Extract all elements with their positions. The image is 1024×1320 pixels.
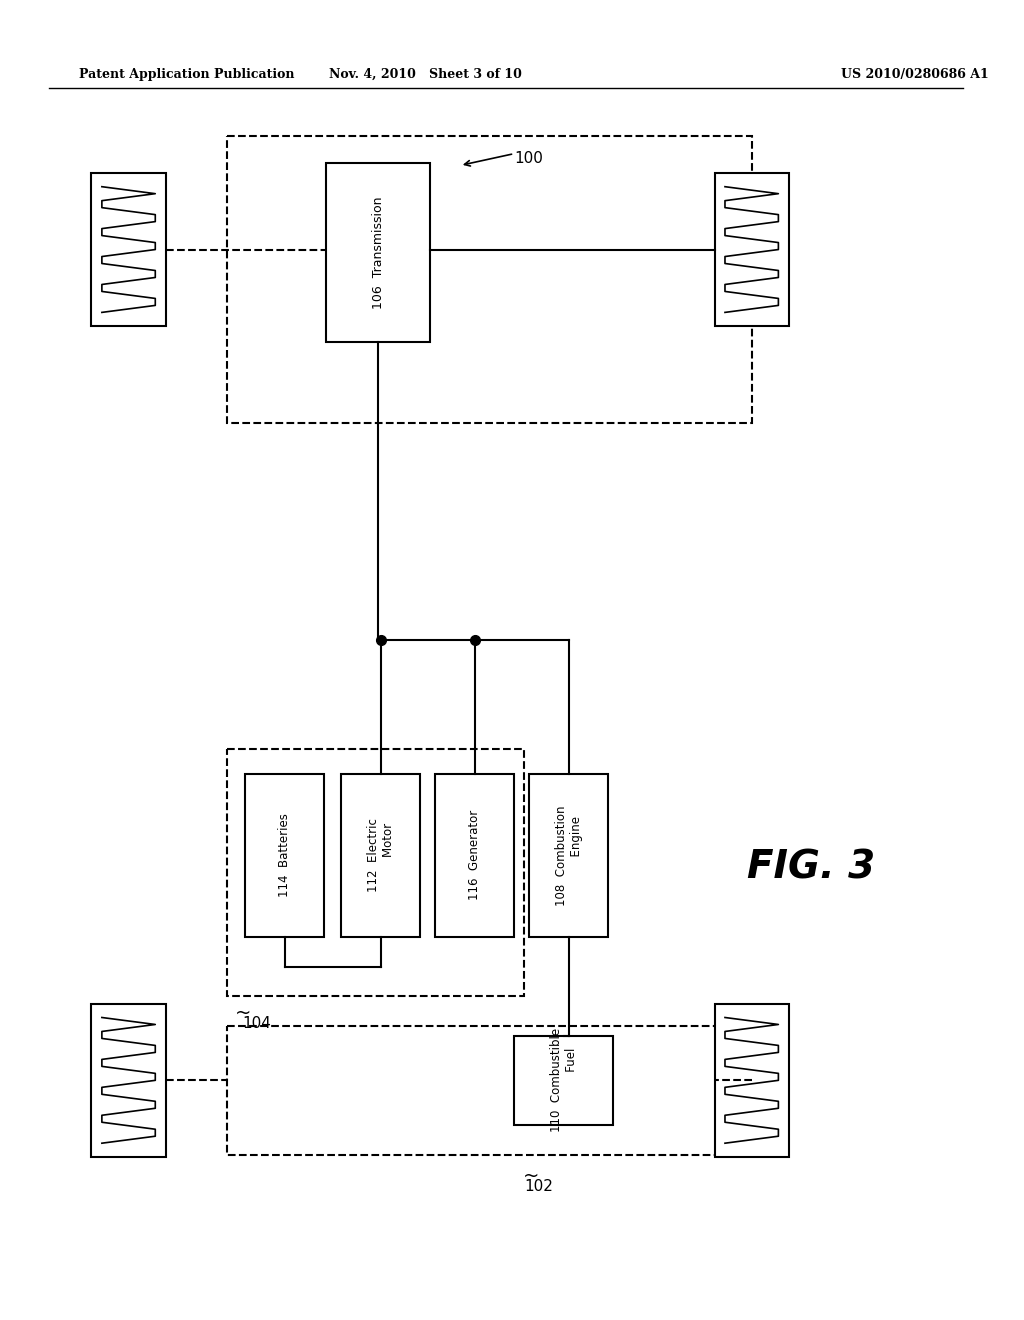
Text: 108  Combustion
          Engine: 108 Combustion Engine bbox=[555, 805, 583, 906]
Bar bbox=[227, 136, 752, 422]
Bar bbox=[227, 748, 524, 997]
Text: 106  Transmission: 106 Transmission bbox=[372, 197, 385, 309]
Bar bbox=[341, 774, 420, 937]
Bar bbox=[91, 1003, 166, 1158]
Text: ~: ~ bbox=[234, 1005, 251, 1023]
Text: 112  Electric
        Motor: 112 Electric Motor bbox=[367, 818, 395, 892]
Bar bbox=[529, 774, 608, 937]
Bar bbox=[715, 173, 788, 326]
Text: Patent Application Publication: Patent Application Publication bbox=[79, 69, 295, 81]
Text: 110  Combustible
           Fuel: 110 Combustible Fuel bbox=[550, 1028, 578, 1133]
Bar bbox=[435, 774, 514, 937]
Bar bbox=[514, 1036, 613, 1125]
Bar bbox=[91, 173, 166, 326]
Bar bbox=[327, 164, 430, 342]
Bar bbox=[715, 1003, 788, 1158]
Bar bbox=[227, 1026, 752, 1155]
Text: US 2010/0280686 A1: US 2010/0280686 A1 bbox=[841, 69, 988, 81]
Text: Nov. 4, 2010   Sheet 3 of 10: Nov. 4, 2010 Sheet 3 of 10 bbox=[329, 69, 522, 81]
Text: FIG. 3: FIG. 3 bbox=[746, 849, 876, 887]
Bar bbox=[246, 774, 325, 937]
Text: 114  Batteries: 114 Batteries bbox=[279, 813, 292, 898]
Text: ~: ~ bbox=[523, 1167, 540, 1185]
Text: 116  Generator: 116 Generator bbox=[468, 810, 481, 900]
Text: 100: 100 bbox=[515, 150, 544, 165]
Text: 102: 102 bbox=[524, 1179, 553, 1195]
Text: 104: 104 bbox=[243, 1016, 271, 1031]
